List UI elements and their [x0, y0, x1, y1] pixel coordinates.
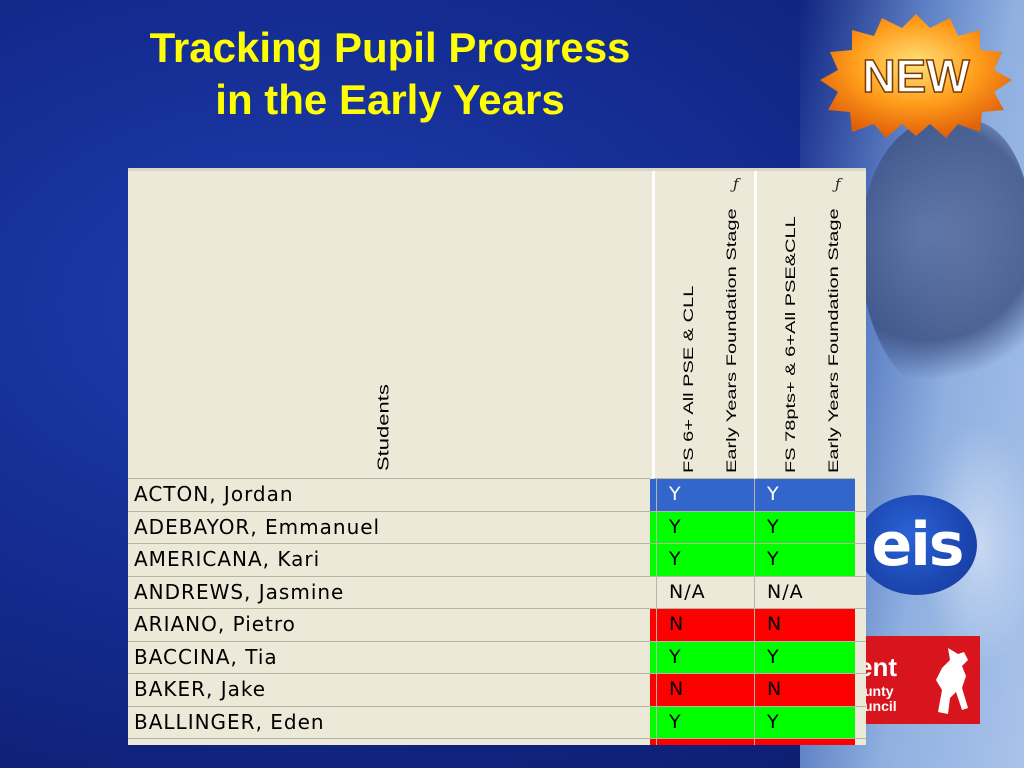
new-badge-text: NEW: [862, 50, 970, 102]
row-gutter: [855, 706, 866, 738]
cell-fs6-pse-cll[interactable]: N: [656, 674, 754, 706]
table-row[interactable]: BALLINGER, Eden Y Y: [128, 706, 866, 739]
status-stripe: [650, 479, 656, 511]
student-name[interactable]: ARIANO, Pietro: [128, 609, 650, 641]
status-stripe: [650, 576, 656, 608]
cell-fs78-pse-cll[interactable]: Y: [754, 544, 855, 576]
students-column-header[interactable]: Students: [128, 171, 650, 479]
cell-fs78-pse-cll[interactable]: Y: [754, 511, 855, 543]
cell-fs6-pse-cll[interactable]: Y: [656, 511, 754, 543]
kcc-logo-text-2: unty: [864, 683, 894, 699]
cell-fs6-pse-cll[interactable]: Y: [656, 479, 754, 511]
row-gutter: [855, 674, 866, 706]
photo-figure: [860, 120, 1024, 400]
student-name[interactable]: ADEBAYOR, Emmanuel: [128, 511, 650, 543]
grid-rows: ACTON, Jordan Y Y ADEBAYOR, Emmanuel Y Y AMERI…: [128, 479, 866, 745]
cell-fs78-pse-cll[interactable]: Y: [754, 479, 855, 511]
status-stripe: [650, 544, 656, 576]
row-gutter: [855, 576, 866, 608]
table-row[interactable]: BACCINA, Tia Y Y: [128, 641, 866, 674]
cell-fs6-pse-cll[interactable]: Y: [656, 544, 754, 576]
column-header-2-line-1: FS 78pts+ & 6+All PSE&CLL: [783, 216, 799, 473]
cell-fs78-pse-cll[interactable]: [754, 739, 855, 745]
row-gutter: [855, 609, 866, 641]
cell-fs78-pse-cll[interactable]: Y: [754, 641, 855, 673]
student-name[interactable]: ANDREWS, Jasmine: [128, 576, 650, 608]
column-header-2-line-2: Early Years Foundation Stage: [826, 208, 842, 473]
function-icon[interactable]: ƒ: [835, 175, 841, 193]
column-header-fs6-pse-cll[interactable]: ƒ FS 6+ All PSE & CLL Early Years Founda…: [652, 171, 754, 479]
kcc-logo-text-3: uncil: [864, 698, 897, 714]
table-row[interactable]: AMERICANA, Kari Y Y: [128, 544, 866, 577]
column-header-1-line-1: FS 6+ All PSE & CLL: [681, 285, 697, 473]
student-progress-grid: Students ƒ FS 6+ All PSE & CLL Early Yea…: [128, 168, 866, 745]
status-stripe: [650, 609, 656, 641]
column-header-fs78-pse-cll[interactable]: ƒ FS 78pts+ & 6+All PSE&CLL Early Years …: [754, 171, 855, 479]
row-gutter: [855, 739, 866, 745]
student-name[interactable]: BACCINA, Tia: [128, 641, 650, 673]
table-row[interactable]: ADEBAYOR, Emmanuel Y Y: [128, 511, 866, 544]
function-icon[interactable]: ƒ: [733, 175, 739, 193]
table-row[interactable]: ACTON, Jordan Y Y: [128, 479, 866, 512]
table-row[interactable]: BAKER, Jake N N: [128, 674, 866, 707]
student-name[interactable]: BAKER, Jake: [128, 674, 650, 706]
grid-header: Students ƒ FS 6+ All PSE & CLL Early Yea…: [128, 171, 866, 479]
student-name[interactable]: ACTON, Jordan: [128, 479, 650, 511]
student-name[interactable]: BALLINGER, Eden: [128, 706, 650, 738]
table-row[interactable]: ANDREWS, Jasmine N/A N/A: [128, 576, 866, 609]
kent-county-council-logo: ent unty uncil: [852, 636, 980, 724]
cell-fs6-pse-cll[interactable]: N: [656, 609, 754, 641]
status-stripe: [650, 706, 656, 738]
status-stripe: [650, 641, 656, 673]
white-horse-icon: [936, 648, 968, 714]
student-name[interactable]: AMERICANA, Kari: [128, 544, 650, 576]
cell-fs78-pse-cll[interactable]: N/A: [754, 576, 855, 608]
table-row[interactable]: ARIANO, Pietro N N: [128, 609, 866, 642]
title-line-2: in the Early Years: [215, 76, 565, 123]
student-name[interactable]: [128, 739, 650, 745]
cell-fs6-pse-cll[interactable]: N/A: [656, 576, 754, 608]
status-stripe: [650, 674, 656, 706]
status-stripe: [650, 739, 656, 745]
new-badge-icon: NEW: [820, 14, 1012, 138]
eis-logo: eis: [857, 495, 977, 595]
row-gutter: [855, 641, 866, 673]
page-title: Tracking Pupil Progress in the Early Yea…: [100, 22, 680, 126]
cell-fs78-pse-cll[interactable]: N: [754, 674, 855, 706]
title-line-1: Tracking Pupil Progress: [149, 24, 631, 71]
column-header-1-line-2: Early Years Foundation Stage: [724, 208, 740, 473]
table-row[interactable]: [128, 739, 866, 745]
row-gutter: [855, 544, 866, 576]
students-header-label: Students: [374, 384, 392, 471]
status-stripe: [650, 511, 656, 543]
cell-fs6-pse-cll[interactable]: Y: [656, 706, 754, 738]
cell-fs6-pse-cll[interactable]: [656, 739, 754, 745]
cell-fs6-pse-cll[interactable]: Y: [656, 641, 754, 673]
row-gutter: [855, 479, 866, 511]
cell-fs78-pse-cll[interactable]: Y: [754, 706, 855, 738]
row-gutter: [855, 511, 866, 543]
cell-fs78-pse-cll[interactable]: N: [754, 609, 855, 641]
